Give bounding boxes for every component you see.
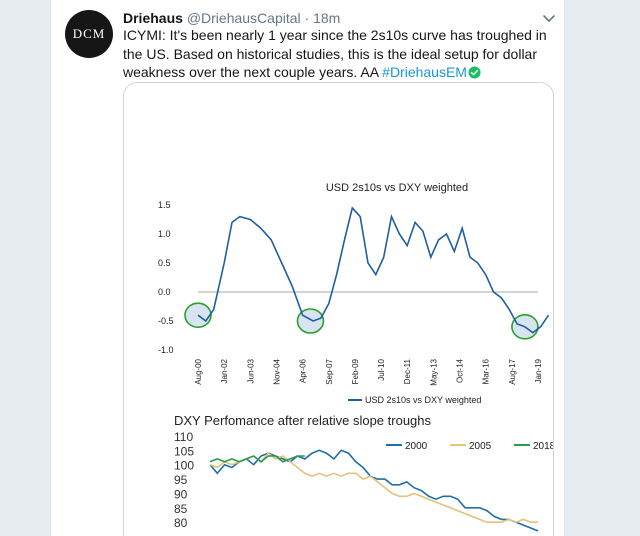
chart1-xtick-label: Apr-06	[299, 358, 308, 383]
hashtag-link[interactable]: #DriehausEM	[382, 64, 467, 80]
tweet-body: ICYMI: It's been nearly 1 year since the…	[123, 27, 547, 80]
chart1-xtick-label: Mar-16	[482, 358, 491, 384]
avatar-monogram: DCM	[72, 26, 106, 41]
chart1-xtick-label: May-13	[429, 358, 438, 385]
chart2-series-line	[209, 455, 305, 463]
chart-image: USD 2s10s vs DXY weighted 1.5 1.0 0.5 0.0 -0.…	[158, 182, 554, 532]
avatar[interactable]: DCM	[65, 10, 113, 58]
chart2-ytick-label: 100	[174, 459, 194, 473]
tweet-text: ICYMI: It's been nearly 1 year since the…	[123, 26, 563, 82]
chart1-ytick-label: 0.5	[158, 258, 171, 268]
chart1-ytick-label: -0.5	[158, 316, 174, 326]
display-name[interactable]: Driehaus	[123, 10, 183, 26]
chart1-xtick-label: Jan-19	[534, 358, 543, 383]
chart2-title: DXY Perfomance after relative slope trou…	[174, 413, 432, 428]
chart2-ytick-label: 85	[174, 502, 188, 516]
chart2-ytick-label: 95	[174, 473, 188, 487]
chart1-title: USD 2s10s vs DXY weighted	[326, 182, 468, 194]
chart1-ytick-label: 1.5	[158, 200, 171, 210]
tweet-header: Driehaus @DriehausCapital · 18m	[123, 9, 340, 27]
chart1-xtick-label: Dec-11	[403, 358, 412, 384]
chart1-xtick-label: Jun-03	[246, 358, 255, 383]
chart1-series-line	[197, 206, 550, 334]
chart2-ytick-label: 110	[174, 430, 193, 444]
chart2-series-line	[209, 452, 538, 524]
chart1-ytick-label: 0.0	[158, 287, 171, 297]
timestamp[interactable]: 18m	[313, 10, 341, 26]
chart2-legend-label: 2005	[469, 441, 492, 452]
chart2-ytick-label: 105	[174, 444, 194, 458]
chart1-xtick-label: Jul-10	[377, 358, 386, 380]
chart1-legend-label: USD 2s10s vs DXY weighted	[365, 395, 481, 405]
check-circle-icon	[468, 66, 481, 79]
user-handle[interactable]: @DriehausCapital	[186, 10, 301, 26]
chart2-series-line	[209, 449, 539, 532]
chart2-ytick-label: 90	[174, 487, 188, 501]
tweet[interactable]: DCM Driehaus @DriehausCapital · 18m ICYM…	[50, 0, 565, 536]
separator-dot: ·	[304, 10, 310, 26]
chart1-trough-circle	[296, 308, 325, 334]
chart1-xtick-label: Jan-02	[220, 358, 229, 383]
chart1-ytick-label: 1.0	[158, 229, 171, 239]
chart1-xtick-label: Oct-14	[456, 358, 465, 383]
media-card[interactable]: USD 2s10s vs DXY weighted 1.5 1.0 0.5 0.0 -0.…	[123, 82, 554, 536]
chart2-ytick-label: 80	[174, 516, 188, 530]
chart1-ytick-label: -1.0	[158, 345, 174, 355]
chart2-legend-label: 2018	[533, 441, 554, 452]
chevron-down-icon[interactable]	[541, 10, 557, 26]
chart1-xtick-label: Nov-04	[272, 358, 281, 384]
chart1-xtick-label: Sep-07	[325, 358, 334, 384]
chart1-xtick-label: Aug-00	[194, 358, 203, 384]
chart2-legend-label: 2000	[405, 441, 428, 452]
chart1-xtick-label: Aug-17	[508, 358, 517, 384]
chart1-xtick-label: Feb-09	[351, 358, 360, 384]
